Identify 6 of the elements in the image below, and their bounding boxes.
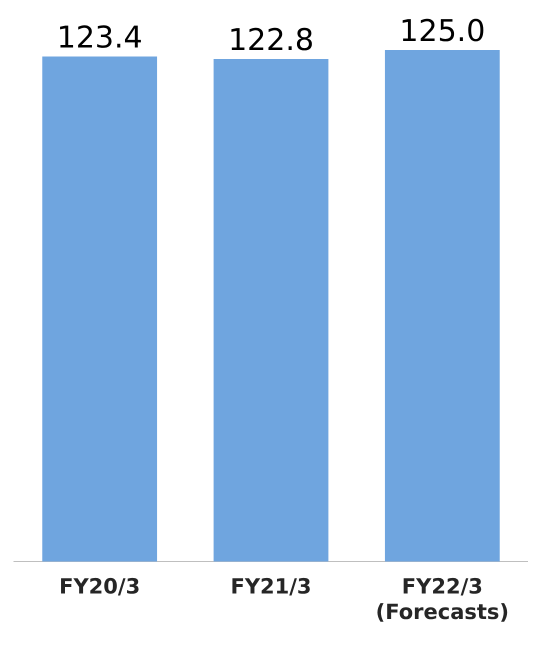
x-tick-label: FY22/3 (Forecasts) [376,574,510,624]
data-label: 123.4 [56,20,143,56]
x-tick-label: FY21/3 [230,574,312,599]
x-tick-label: FY20/3 [59,574,140,599]
data-label: 122.8 [228,22,314,58]
data-label: 125.0 [399,14,486,49]
